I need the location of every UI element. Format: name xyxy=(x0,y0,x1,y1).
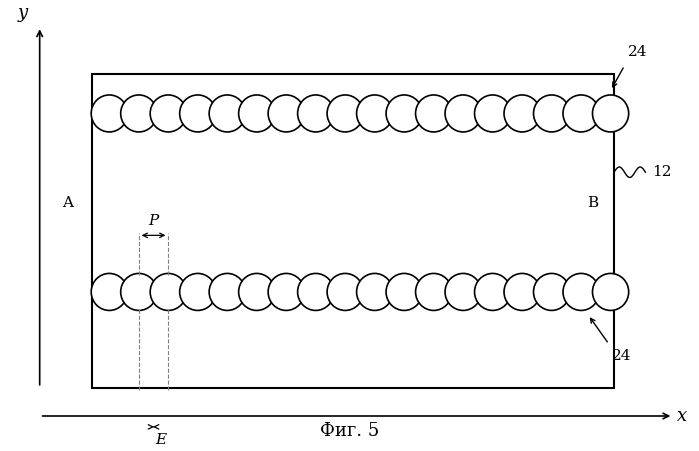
Ellipse shape xyxy=(327,273,363,310)
Ellipse shape xyxy=(504,273,540,310)
Ellipse shape xyxy=(121,273,157,310)
Ellipse shape xyxy=(268,95,304,132)
Ellipse shape xyxy=(238,95,275,132)
Ellipse shape xyxy=(593,95,628,132)
Ellipse shape xyxy=(475,273,511,310)
Ellipse shape xyxy=(327,95,363,132)
Ellipse shape xyxy=(91,273,127,310)
Text: y: y xyxy=(17,4,27,22)
Ellipse shape xyxy=(386,95,422,132)
Ellipse shape xyxy=(298,273,334,310)
Ellipse shape xyxy=(445,273,481,310)
Ellipse shape xyxy=(238,273,275,310)
Text: B: B xyxy=(588,196,599,210)
Ellipse shape xyxy=(445,95,481,132)
Ellipse shape xyxy=(593,273,628,310)
Ellipse shape xyxy=(150,95,187,132)
Ellipse shape xyxy=(121,95,157,132)
Ellipse shape xyxy=(91,95,127,132)
Text: 24: 24 xyxy=(612,349,632,363)
Ellipse shape xyxy=(416,273,452,310)
Bar xyxy=(92,74,614,388)
Text: 12: 12 xyxy=(652,165,672,179)
Ellipse shape xyxy=(150,273,187,310)
Text: E: E xyxy=(155,433,166,447)
Ellipse shape xyxy=(475,95,511,132)
Ellipse shape xyxy=(209,95,245,132)
Text: P: P xyxy=(148,213,159,227)
Ellipse shape xyxy=(180,273,216,310)
Ellipse shape xyxy=(298,95,334,132)
Ellipse shape xyxy=(416,95,452,132)
Ellipse shape xyxy=(268,273,304,310)
Ellipse shape xyxy=(533,95,570,132)
Text: A: A xyxy=(62,196,73,210)
Text: Фиг. 5: Фиг. 5 xyxy=(320,422,379,440)
Text: x: x xyxy=(677,407,687,425)
Ellipse shape xyxy=(533,273,570,310)
Ellipse shape xyxy=(356,95,393,132)
Ellipse shape xyxy=(386,273,422,310)
Text: 24: 24 xyxy=(628,45,647,59)
Ellipse shape xyxy=(563,95,599,132)
Ellipse shape xyxy=(209,273,245,310)
Ellipse shape xyxy=(180,95,216,132)
Ellipse shape xyxy=(356,273,393,310)
Ellipse shape xyxy=(504,95,540,132)
Ellipse shape xyxy=(563,273,599,310)
